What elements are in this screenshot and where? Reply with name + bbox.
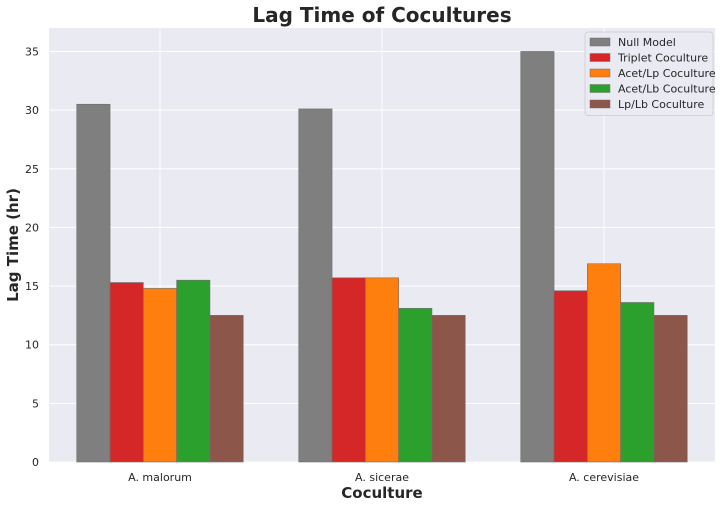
bar (587, 263, 621, 463)
legend-swatch (589, 99, 611, 109)
bar (176, 279, 211, 463)
y-tick-label: 0 (32, 456, 39, 469)
bar (365, 277, 399, 463)
x-tick-label: A. sicerae (355, 471, 409, 484)
y-tick-label: 30 (25, 104, 39, 117)
legend-frame (584, 31, 714, 116)
y-tick-label: 35 (25, 45, 39, 58)
legend-swatch (589, 53, 611, 62)
x-tick-label: A. malorum (128, 471, 192, 484)
bar (109, 282, 144, 463)
bar (520, 51, 555, 463)
bar (398, 308, 433, 463)
legend-label: Acet/Lb Coculture (618, 83, 716, 96)
legend-swatch (589, 84, 611, 93)
bar (76, 103, 111, 463)
legend-label: Lp/Lb Coculture (618, 98, 704, 111)
bar (620, 302, 655, 463)
x-tick-label: A. cerevisiae (569, 471, 639, 484)
legend-swatch (589, 68, 611, 78)
y-tick-label: 5 (32, 397, 39, 410)
bar (298, 108, 333, 463)
bar (653, 315, 688, 463)
bar (331, 277, 366, 463)
x-axis-label: Coculture (341, 484, 422, 502)
bar (553, 290, 588, 463)
legend: Null Model Triplet Coculture Acet/Lp Cocul… (584, 31, 716, 116)
bar (209, 315, 244, 463)
y-tick-label: 15 (25, 280, 39, 293)
y-tick-label: 20 (25, 221, 39, 234)
legend-label: Acet/Lp Coculture (618, 67, 716, 80)
bar (143, 288, 177, 463)
y-axis-label: Lag Time (hr) (4, 188, 22, 302)
x-tick-labels: A. malorum A. sicerae A. cerevisiae (128, 471, 639, 484)
y-tick-labels: 0 5 10 15 20 25 30 35 (25, 45, 39, 469)
legend-label: Triplet Coculture (617, 52, 708, 65)
legend-swatch (589, 37, 611, 47)
y-tick-label: 25 (25, 163, 39, 176)
bars (76, 51, 688, 463)
legend-label: Null Model (618, 36, 676, 49)
y-tick-label: 10 (25, 339, 39, 352)
bar (431, 315, 466, 463)
chart-title: Lag Time of Cocultures (252, 3, 511, 27)
